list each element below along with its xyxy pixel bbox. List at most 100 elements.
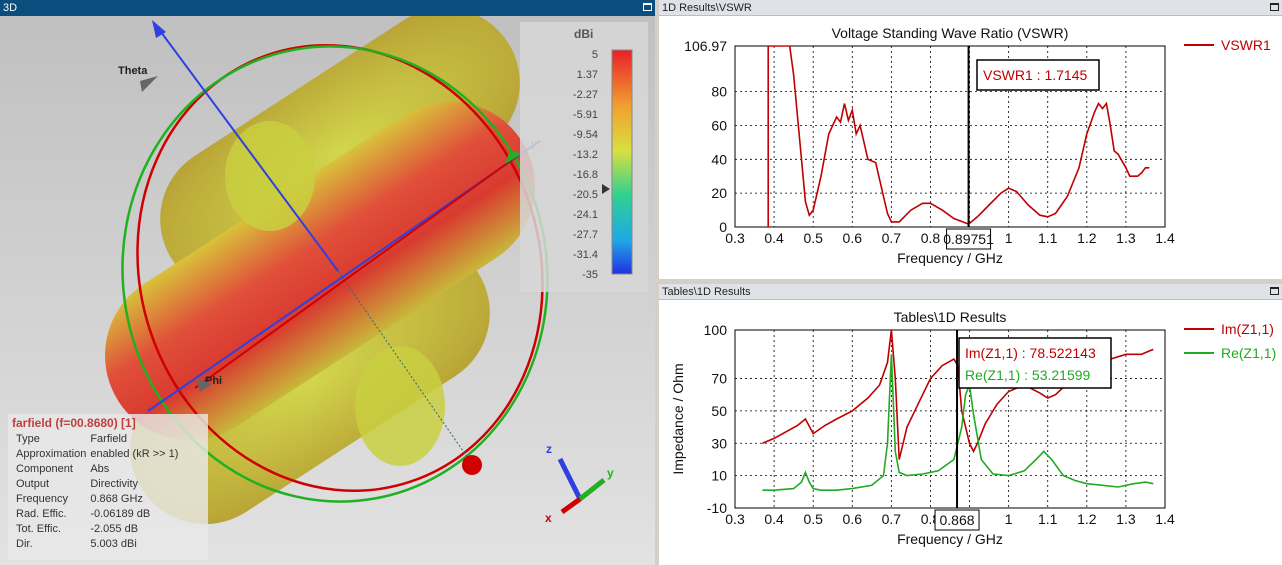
x-tick-label: 0.6 xyxy=(843,511,863,527)
farfield-info-box: farfield (f=00.8680) [1] Type Farfield App… xyxy=(8,414,208,560)
theta-label: Theta xyxy=(118,65,148,77)
colorbar-tick-label: -24.1 xyxy=(573,209,598,221)
x-tick-label: 1.3 xyxy=(1116,230,1136,246)
y-tick-label: -10 xyxy=(707,500,727,516)
vswr-panel[interactable]: 1D Results\VSWR Voltage Standing Wave Ra… xyxy=(659,0,1282,279)
farfield-3d-panel[interactable]: 3D xyxy=(0,0,655,565)
impedance-chart[interactable]: Tables\1D Results0.30.40.50.60.70.80.911… xyxy=(659,300,1282,565)
y-tick-label: 100 xyxy=(704,322,728,338)
info-row: Rad. Effic. -0.06189 dB xyxy=(14,507,180,522)
maximize-icon[interactable] xyxy=(1270,287,1279,295)
info-key: Rad. Effic. xyxy=(16,508,67,520)
legend-label[interactable]: Im(Z1,1) xyxy=(1221,321,1274,337)
chart-title: Voltage Standing Wave Ratio (VSWR) xyxy=(832,25,1069,41)
info-key: Tot. Effic. xyxy=(16,523,62,535)
info-row: Type Farfield xyxy=(14,432,180,447)
panel-3d-titlebar: 3D xyxy=(0,0,655,16)
marker-readout: 0.89751 xyxy=(943,231,994,247)
impedance-titlebar: Tables\1D Results xyxy=(659,284,1282,300)
vswr-titlebar: 1D Results\VSWR xyxy=(659,0,1282,16)
info-value: enabled (kR >> 1) xyxy=(90,448,179,460)
y-tick-label: 0 xyxy=(719,219,727,235)
x-tick-label: 0.8 xyxy=(921,230,941,246)
colorbar-tick-label: -9.54 xyxy=(573,129,598,141)
series-line[interactable] xyxy=(767,46,1150,227)
y-tick-label: 70 xyxy=(711,371,727,387)
phi-pointer-icon xyxy=(196,378,212,392)
theta-arrow-icon xyxy=(152,20,166,38)
axis-triad: z y x xyxy=(545,442,614,525)
marker-readout-box[interactable] xyxy=(946,228,992,250)
y-tick-label: 80 xyxy=(711,84,727,100)
info-key: Output xyxy=(16,478,50,490)
colorbar-tick-label: -2.27 xyxy=(573,89,598,101)
triad-z-label: z xyxy=(546,442,552,456)
y-tick-label: 60 xyxy=(711,117,727,133)
x-tick-label: 1 xyxy=(1005,230,1013,246)
x-tick-label: 1.2 xyxy=(1077,230,1097,246)
theta-pointer-icon xyxy=(140,76,158,92)
x-tick-label: 0.7 xyxy=(882,230,902,246)
marker-readout-box[interactable] xyxy=(934,509,980,531)
x-tick-label: 0.7 xyxy=(882,511,902,527)
info-value: -2.055 dB xyxy=(90,523,139,535)
x-tick-label: 0.3 xyxy=(725,511,745,527)
probe-line xyxy=(337,270,471,462)
colorbar-legend: dBi 5 1.37 -2.27 -5.91 -9.54 -13.2 -16.8 -20.5 -… xyxy=(520,22,648,292)
info-title: farfield (f=00.8680) [1] xyxy=(12,416,136,430)
info-key: Dir. xyxy=(16,538,33,550)
vswr-panel-title: 1D Results\VSWR xyxy=(662,2,752,14)
colorbar-tick-label: -16.8 xyxy=(573,169,598,181)
farfield-3d-view[interactable]: Theta Phi y dBi 51.37-2.27-5.91-9.54-13.… xyxy=(0,16,655,565)
marker-label: VSWR1 : 1.7145 xyxy=(983,67,1087,83)
x-tick-label: 1.1 xyxy=(1038,230,1058,246)
info-row: Approximation enabled (kR >> 1) xyxy=(14,447,180,462)
theta-axis xyxy=(157,27,339,272)
marker-label-box xyxy=(976,59,1100,91)
maximize-icon[interactable] xyxy=(643,3,652,11)
series-line[interactable] xyxy=(762,354,1154,491)
info-value: 5.003 dBi xyxy=(90,538,137,550)
info-row: Dir. 5.003 dBi xyxy=(14,537,180,552)
colorbar-marker-icon[interactable] xyxy=(602,184,610,194)
marker-label-box xyxy=(958,337,1112,389)
x-tick-label: 0.5 xyxy=(803,511,823,527)
info-key: Approximation xyxy=(16,448,87,460)
colorbar-tick-label: 1.37 xyxy=(577,69,598,81)
colorbar-tick-label: -27.7 xyxy=(573,229,598,241)
x-tick-label: 1.4 xyxy=(1155,511,1175,527)
impedance-panel-title: Tables\1D Results xyxy=(662,286,751,298)
legend-label[interactable]: Re(Z1,1) xyxy=(1221,345,1276,361)
info-value: Abs xyxy=(90,463,110,475)
info-row: Component Abs xyxy=(14,462,180,477)
y-tick-label: 20 xyxy=(711,185,727,201)
y-tick-label: 30 xyxy=(711,435,727,451)
vswr-chart[interactable]: Voltage Standing Wave Ratio (VSWR) 0.3 0.4… xyxy=(659,16,1282,279)
colorbar-tick-label: -20.5 xyxy=(573,189,598,201)
info-row: Output Directivity xyxy=(14,477,180,492)
x-axis-label: Frequency / GHz xyxy=(897,531,1003,547)
info-key: Component xyxy=(16,463,73,475)
info-value: 0.868 GHz xyxy=(90,493,143,505)
info-value: Farfield xyxy=(90,433,128,445)
y-axis-label: Impedance / Ohm xyxy=(670,363,686,474)
marker-label: Re(Z1,1) : 53.21599 xyxy=(965,367,1091,383)
legend-label[interactable]: VSWR1 xyxy=(1221,37,1271,53)
x-tick-label: 1.3 xyxy=(1116,511,1136,527)
triad-x-label: x xyxy=(545,511,552,525)
x-tick-label: 0.4 xyxy=(764,230,784,246)
impedance-panel[interactable]: Tables\1D Results Tables\1D Results 0.3 0.… xyxy=(659,284,1282,565)
triad-y-label: y xyxy=(607,466,614,480)
info-key: Type xyxy=(16,433,40,445)
colorbar-unit: dBi xyxy=(574,27,593,41)
y-tick-label: 40 xyxy=(711,151,727,167)
x-tick-label: 0.6 xyxy=(843,230,863,246)
radiation-pattern xyxy=(105,16,535,525)
colorbar-tick-label: -31.4 xyxy=(573,249,598,261)
x-tick-label: 1.2 xyxy=(1077,511,1097,527)
maximize-icon[interactable] xyxy=(1270,3,1279,11)
colorbar-tick-label: -13.2 xyxy=(573,149,598,161)
info-row: Frequency 0.868 GHz xyxy=(14,492,180,507)
probe-ball xyxy=(462,455,482,475)
x-tick-label: 0.3 xyxy=(725,230,745,246)
